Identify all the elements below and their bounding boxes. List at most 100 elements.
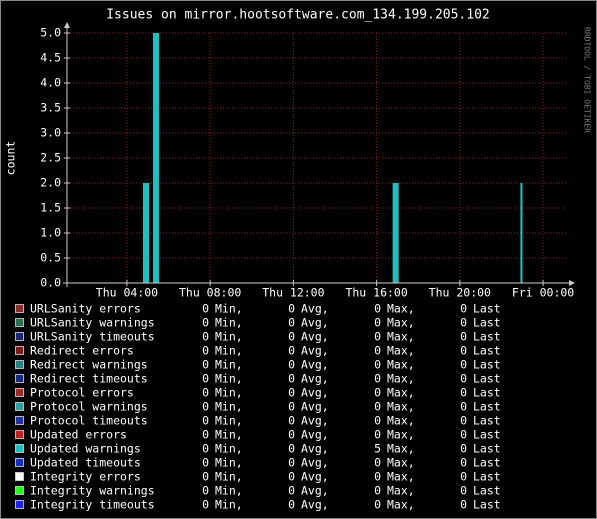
legend-stat-value: 0	[288, 302, 295, 316]
legend-stat-label: Min,	[215, 372, 243, 386]
legend-stat-label: Max,	[387, 358, 415, 372]
legend-stat-value: 0	[460, 330, 467, 344]
x-tick-label: Fri 00:00	[512, 286, 574, 300]
legend-stat-value: 0	[288, 442, 295, 456]
legend-swatch	[15, 304, 24, 313]
legend-stat-label: Avg,	[301, 386, 329, 400]
legend-stat-value: 0	[374, 386, 381, 400]
legend-stat-value: 0	[374, 470, 381, 484]
legend-label: Protocol warnings	[30, 400, 148, 414]
legend-stat-value: 0	[202, 498, 209, 512]
legend-stat-label: Last	[473, 400, 501, 414]
legend-stat-value: 0	[288, 456, 295, 470]
legend-stat-label: Avg,	[301, 302, 329, 316]
legend-stat-value: 0	[374, 498, 381, 512]
legend-stat-value: 0	[202, 372, 209, 386]
legend-stat-label: Max,	[387, 484, 415, 498]
watermark: RRDTOOL / TOBI OETIKER	[583, 27, 592, 133]
legend-stat-value: 0	[202, 302, 209, 316]
legend-stat-label: Max,	[387, 456, 415, 470]
legend-stat-value: 0	[460, 442, 467, 456]
legend-stat-value: 0	[460, 470, 467, 484]
legend-stat-value: 0	[202, 484, 209, 498]
y-tick-label: 4.0	[40, 76, 61, 90]
legend-stat-label: Last	[473, 316, 501, 330]
legend-stat-label: Max,	[387, 316, 415, 330]
y-tick-label: 1.5	[40, 201, 61, 215]
legend-stat-value: 0	[288, 372, 295, 386]
legend-stat-label: Max,	[387, 302, 415, 316]
legend-stat-label: Min,	[215, 442, 243, 456]
legend-swatch	[15, 360, 24, 369]
legend-stat-label: Min,	[215, 428, 243, 442]
legend-stat-label: Avg,	[301, 428, 329, 442]
legend-stat-value: 0	[202, 330, 209, 344]
legend-stat-label: Last	[473, 302, 501, 316]
legend-label: URLSanity warnings	[30, 316, 155, 330]
legend-label: Redirect timeouts	[30, 372, 148, 386]
legend-stat-label: Last	[473, 344, 501, 358]
legend-stat-value: 0	[460, 302, 467, 316]
legend-stat-value: 5	[374, 442, 381, 456]
legend-stat-label: Min,	[215, 498, 243, 512]
legend: URLSanity errors 0 Min, 0 Avg, 0 Max, 0 Last URLS…	[15, 302, 501, 512]
legend-label: Updated warnings	[30, 442, 141, 456]
y-tick-label: 5.0	[40, 26, 61, 40]
legend-swatch	[15, 430, 24, 439]
legend-stat-label: Last	[473, 358, 501, 372]
legend-stat-value: 0	[460, 358, 467, 372]
legend-stat-value: 0	[288, 400, 295, 414]
legend-stat-value: 0	[288, 358, 295, 372]
y-tick-label: 4.5	[40, 51, 61, 65]
legend-stat-label: Avg,	[301, 414, 329, 428]
legend-stat-label: Min,	[215, 302, 243, 316]
legend-swatch	[15, 458, 24, 467]
legend-stat-value: 0	[374, 428, 381, 442]
legend-stat-value: 0	[288, 470, 295, 484]
legend-stat-value: 0	[374, 456, 381, 470]
legend-stat-value: 0	[460, 400, 467, 414]
legend-label: Integrity warnings	[30, 484, 155, 498]
legend-swatch	[15, 346, 24, 355]
legend-stat-label: Min,	[215, 316, 243, 330]
y-axis-label: count	[4, 141, 18, 176]
legend-stat-label: Max,	[387, 386, 415, 400]
x-tick-label: Thu 12:00	[262, 286, 324, 300]
legend-stat-label: Min,	[215, 344, 243, 358]
legend-stat-value: 0	[374, 330, 381, 344]
legend-stat-label: Min,	[215, 484, 243, 498]
legend-stat-value: 0	[288, 414, 295, 428]
x-tick-label: Thu 08:00	[179, 286, 241, 300]
legend-swatch	[15, 444, 24, 453]
legend-stat-label: Min,	[215, 330, 243, 344]
y-tick-label: 2.5	[40, 151, 61, 165]
legend-stat-label: Max,	[387, 498, 415, 512]
x-tick-label: Thu 20:00	[429, 286, 491, 300]
area-step	[392, 183, 399, 283]
legend-stat-value: 0	[288, 344, 295, 358]
legend-swatch	[15, 402, 24, 411]
y-tick-label: 0.5	[40, 251, 61, 265]
legend-stat-value: 0	[460, 414, 467, 428]
x-tick-label: Thu 16:00	[345, 286, 407, 300]
legend-stat-label: Min,	[215, 358, 243, 372]
y-tick-label: 2.0	[40, 176, 61, 190]
legend-stat-value: 0	[288, 484, 295, 498]
legend-label: Integrity errors	[30, 470, 141, 484]
legend-stat-label: Last	[473, 428, 501, 442]
legend-stat-value: 0	[202, 442, 209, 456]
legend-stat-value: 0	[202, 428, 209, 442]
legend-swatch	[15, 318, 24, 327]
legend-stat-value: 0	[202, 414, 209, 428]
legend-stat-label: Max,	[387, 344, 415, 358]
legend-stat-value: 0	[374, 316, 381, 330]
legend-label: Protocol timeouts	[30, 414, 148, 428]
legend-label: Protocol errors	[30, 386, 134, 400]
legend-swatch	[15, 388, 24, 397]
legend-stat-value: 0	[288, 386, 295, 400]
legend-stat-label: Max,	[387, 330, 415, 344]
legend-stat-value: 0	[202, 344, 209, 358]
legend-stat-value: 0	[460, 372, 467, 386]
legend-stat-label: Avg,	[301, 470, 329, 484]
